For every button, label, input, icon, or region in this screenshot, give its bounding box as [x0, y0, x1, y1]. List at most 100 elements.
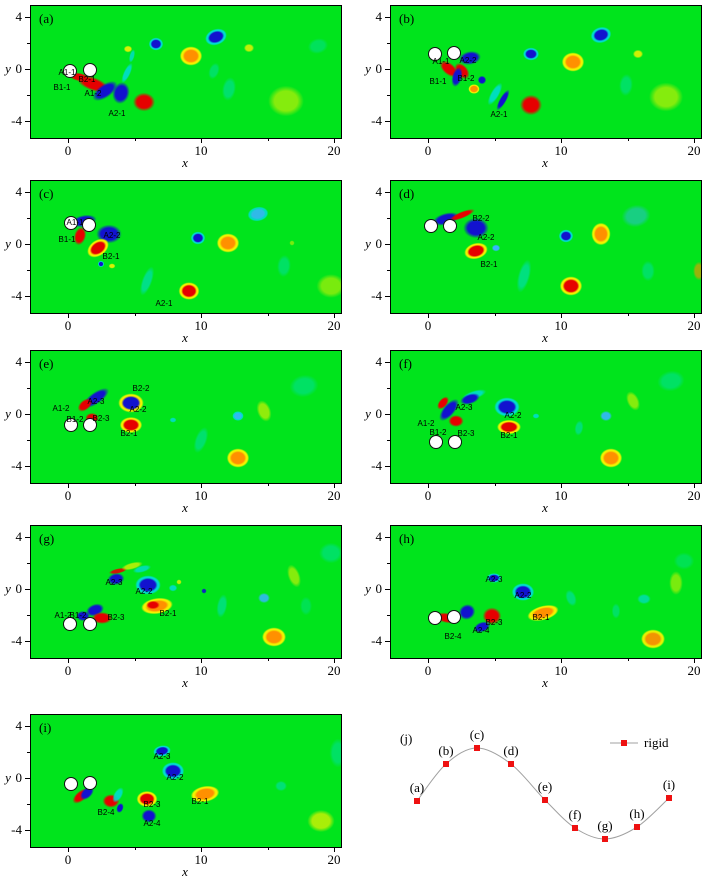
y-minor-tick — [27, 43, 30, 44]
y-minor-tick — [27, 270, 30, 271]
y-axis-label: y — [5, 770, 11, 785]
y-major-tick — [25, 296, 30, 297]
vortex-label: A1-2 — [84, 89, 102, 98]
x-minor-tick — [134, 658, 136, 661]
legend-label: rigid — [644, 735, 669, 750]
y-tick-label: 4 — [15, 718, 23, 733]
vortex-label: B2-4 — [444, 632, 462, 641]
vortex-blob — [305, 808, 337, 834]
vortex-blob — [328, 736, 341, 770]
x-tick-label: 10 — [554, 663, 568, 678]
vortex-blob — [668, 569, 684, 597]
vortex-blob — [559, 50, 587, 74]
cylinder-1 — [64, 777, 78, 791]
y-minor-tick — [27, 752, 30, 753]
x-major-tick — [201, 847, 202, 852]
cylinder-1 — [64, 216, 78, 230]
x-minor-tick — [134, 483, 136, 486]
cylinder-2 — [443, 219, 457, 233]
phase-point-label: (f) — [569, 807, 582, 822]
y-tick-label: 4 — [15, 529, 23, 544]
contour-panel-e: A1-2 A2-3 B2-2 A2-2 B1-2 B2-3 B2-1 (e) 4 0 -4 0 10 20… — [0, 345, 360, 520]
vortex-label: A2-3 — [455, 403, 473, 412]
vortex-label: A2-3 — [485, 575, 503, 584]
vortex-label: B2-3 — [457, 429, 475, 438]
vortex-blob — [213, 591, 231, 621]
vortex-blob — [485, 572, 503, 584]
vortex-blob — [616, 71, 636, 99]
panel-letter: (e) — [39, 356, 54, 371]
vortex-label: A2-2 — [459, 56, 477, 65]
cylinder-2 — [82, 218, 96, 232]
vortex-blob — [589, 220, 613, 248]
x-major-tick — [428, 313, 429, 318]
vortex-blob — [176, 579, 182, 585]
plot-area: B2-2 A2-2 B2-1 (d) — [390, 180, 702, 314]
y-axis-label: y — [5, 581, 11, 596]
vortex-blob — [135, 262, 159, 300]
phase-marker-i — [666, 795, 672, 801]
x-major-tick — [68, 313, 69, 318]
y-minor-tick — [27, 804, 30, 805]
vortex-label: A1-2 — [54, 611, 72, 620]
plot-area: A2-3 A2-2 B2-1 B2-3 A2-4 B2-4 (h) — [390, 525, 702, 659]
vortex-blob — [115, 391, 147, 415]
x-tick-label: 0 — [424, 488, 432, 503]
panel-letter: (h) — [399, 531, 415, 546]
x-axis-label: x — [182, 155, 188, 170]
vortex-blob — [177, 44, 205, 68]
vortex-label: B2-1 — [120, 429, 138, 438]
vortex-label: A2-2 — [103, 231, 121, 240]
vortex-blob — [521, 46, 541, 62]
x-major-tick — [694, 483, 695, 488]
vortex-label: A1-2 — [52, 404, 70, 413]
vortex-label: B2-1 — [532, 613, 550, 622]
cylinder-2 — [83, 776, 97, 790]
phase-marker-c — [474, 745, 480, 751]
y-major-tick — [385, 589, 390, 590]
x-axis-label: x — [182, 864, 188, 879]
x-major-tick — [428, 658, 429, 663]
y-tick-label: 4 — [15, 9, 23, 24]
vortex-label: B2-3 — [143, 800, 161, 809]
y-tick-label: 0 — [15, 406, 23, 421]
vortex-label: A2-2 — [129, 405, 147, 414]
cylinder-1 — [428, 47, 442, 61]
cylinder-1 — [429, 435, 443, 449]
cylinder-2 — [83, 617, 97, 631]
plot-area: A2-3 A2-2 A1-2 B1-2 B2-3 B2-1 (g) — [30, 525, 342, 659]
vortex-label: A2-1 — [108, 109, 126, 118]
x-minor-tick — [267, 658, 269, 661]
y-tick-label: 0 — [15, 61, 23, 76]
x-tick-label: 20 — [327, 663, 341, 678]
y-minor-tick — [27, 388, 30, 389]
plot-area: A1-2 A2-3 B2-2 A2-2 B1-2 B2-3 B2-1 (e) — [30, 350, 342, 484]
x-major-tick — [334, 313, 335, 318]
y-axis-label: y — [5, 406, 11, 421]
vortex-blob — [204, 59, 224, 83]
phase-point-label: (e) — [538, 779, 552, 794]
plot-area: A1-1 A2-2 B1-1 B1-2 A2-1 (b) — [390, 5, 702, 139]
vortex-blob — [224, 446, 252, 470]
phase-marker-f — [572, 825, 578, 831]
vortex-blob — [611, 602, 621, 620]
vortex-blob — [518, 93, 544, 117]
vortex-blob — [188, 422, 214, 458]
x-major-tick — [68, 658, 69, 663]
y-major-tick — [25, 537, 30, 538]
vortex-label: A2-3 — [153, 752, 171, 761]
vortex-blob — [252, 396, 276, 426]
vortex-blob — [477, 75, 487, 85]
contour-panel-h: A2-3 A2-2 B2-1 B2-3 A2-4 B2-4 (h) 4 0 -4 0 10 20 y x — [360, 520, 720, 695]
y-minor-tick — [27, 563, 30, 564]
x-minor-tick — [267, 847, 269, 850]
y-tick-label: 0 — [375, 61, 383, 76]
x-major-tick — [334, 483, 335, 488]
x-axis-label: x — [542, 500, 548, 515]
x-axis-label: x — [542, 155, 548, 170]
x-major-tick — [694, 658, 695, 663]
x-minor-tick — [627, 658, 629, 661]
vortex-label: B2-2 — [472, 214, 490, 223]
x-tick-label: 10 — [194, 663, 208, 678]
